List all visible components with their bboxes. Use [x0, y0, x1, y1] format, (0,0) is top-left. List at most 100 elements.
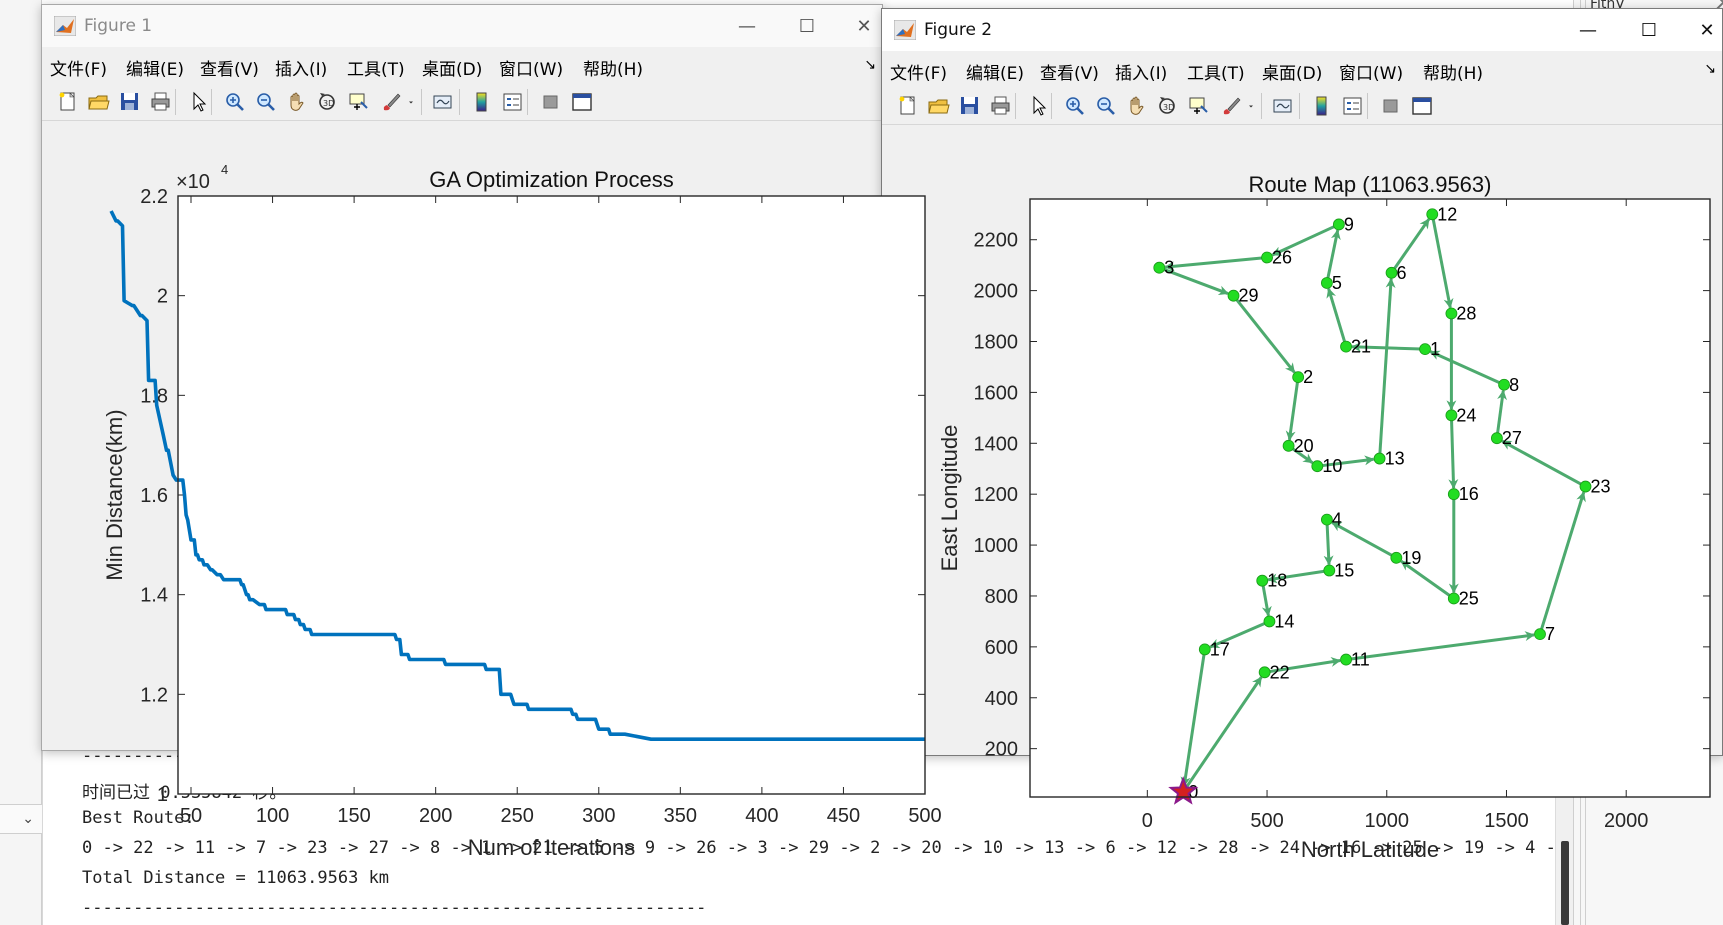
city-label: 29 — [1239, 286, 1259, 306]
scrollbar-thumb[interactable] — [1561, 841, 1569, 925]
zoom-in-icon[interactable] — [1063, 94, 1087, 118]
route-segment — [1351, 342, 1426, 353]
hide-tools-icon[interactable] — [539, 90, 563, 114]
y-tick-label: 1.6 — [140, 485, 168, 507]
menu-view[interactable]: 查看(V) — [200, 60, 259, 80]
hide-tools-icon[interactable] — [1379, 94, 1403, 118]
route-segment — [1390, 218, 1431, 274]
route-segment — [1325, 229, 1341, 284]
menu-file[interactable]: 文件(F) — [890, 64, 948, 84]
zoom-out-icon[interactable] — [254, 90, 278, 114]
toolbar-separator — [175, 89, 176, 115]
menu-tools[interactable]: 工具(T) — [1187, 64, 1245, 84]
city-label: 14 — [1274, 611, 1294, 631]
city-label: 25 — [1459, 589, 1479, 609]
figure-1-titlebar[interactable]: Figure 1 — ☐ ✕ — [42, 5, 882, 47]
menu-view[interactable]: 查看(V) — [1040, 64, 1099, 84]
city-label: 3 — [1164, 258, 1174, 278]
figure-2-titlebar[interactable]: Figure 2 — ☐ ✕ — [882, 9, 1722, 51]
legend-icon[interactable] — [1341, 94, 1365, 118]
dropdown-arrow-icon[interactable] — [405, 90, 417, 114]
open-file-icon[interactable] — [927, 94, 951, 118]
legend-icon[interactable] — [501, 90, 525, 114]
close-icon[interactable]: ✕ — [1699, 19, 1715, 41]
brush-icon[interactable] — [1220, 94, 1244, 118]
zoom-in-icon[interactable] — [223, 90, 247, 114]
console-route-text: 0 -> 22 -> 11 -> 7 -> 23 -> 27 -> 8 -> 1… — [82, 838, 1587, 858]
zoom-out-icon[interactable] — [1094, 94, 1118, 118]
data-cursor-icon[interactable] — [1187, 94, 1211, 118]
colorbar-icon[interactable] — [470, 90, 494, 114]
minimize-icon[interactable]: — — [1579, 19, 1597, 41]
menu-file[interactable]: 文件(F) — [50, 60, 108, 80]
chart-route-map: 0 500 1000 1500 2000200400600800100012001400… — [937, 172, 1711, 862]
print-icon[interactable] — [989, 94, 1013, 118]
chevron-down-icon[interactable]: ⌄ — [0, 804, 42, 834]
rotate-3d-icon[interactable]: 3D — [316, 90, 340, 114]
pan-hand-icon[interactable] — [285, 90, 309, 114]
open-file-icon[interactable] — [87, 90, 111, 114]
city-label: 4 — [1332, 510, 1342, 530]
print-icon[interactable] — [149, 90, 173, 114]
city-point — [1321, 513, 1333, 526]
plot-area-2 — [1030, 199, 1710, 797]
dock-figure-icon[interactable] — [1410, 94, 1434, 118]
menu-help[interactable]: 帮助(H) — [583, 60, 644, 80]
x-tick-label: 400 — [745, 805, 778, 827]
city-point — [1373, 452, 1386, 465]
data-cursor-icon[interactable] — [347, 90, 371, 114]
pointer-icon[interactable] — [187, 90, 211, 114]
city-point — [1323, 564, 1336, 577]
y-tick-label: 1400 — [974, 433, 1019, 455]
menubar-overflow-icon[interactable]: ↘ — [1704, 61, 1716, 77]
route-segment — [1264, 656, 1342, 674]
menu-window[interactable]: 窗口(W) — [1339, 64, 1404, 84]
toolbar-separator — [1051, 93, 1052, 119]
menu-edit[interactable]: 编辑(E) — [966, 64, 1025, 84]
menu-edit[interactable]: 编辑(E) — [126, 60, 185, 80]
route-segment — [1378, 277, 1396, 459]
link-plot-icon[interactable] — [431, 90, 455, 114]
link-plot-icon[interactable] — [1271, 94, 1295, 118]
menu-desktop[interactable]: 桌面(D) — [422, 60, 483, 80]
city-point — [1447, 488, 1460, 501]
menu-tools[interactable]: 工具(T) — [347, 60, 405, 80]
city-point — [1292, 371, 1305, 384]
chart-1-xlabel: Num of Iterations — [468, 835, 636, 860]
city-point — [1447, 592, 1460, 605]
y-tick-label: 1000 — [974, 535, 1019, 557]
menu-window[interactable]: 窗口(W) — [499, 60, 564, 80]
minimize-icon[interactable]: — — [738, 15, 756, 37]
pan-hand-icon[interactable] — [1125, 94, 1149, 118]
menubar-overflow-icon[interactable]: ↘ — [864, 57, 876, 73]
plot-frame-2 — [1029, 198, 1711, 798]
close-icon[interactable]: ✕ — [856, 15, 872, 37]
y-tick-label: 2200 — [974, 230, 1019, 252]
toolbar-separator — [1367, 93, 1368, 119]
menu-help[interactable]: 帮助(H) — [1423, 64, 1484, 84]
colorbar-icon[interactable] — [1310, 94, 1334, 118]
maximize-icon[interactable]: ☐ — [798, 15, 816, 37]
route-segment — [1501, 439, 1587, 488]
save-icon[interactable] — [958, 94, 982, 118]
menu-desktop[interactable]: 桌面(D) — [1262, 64, 1323, 84]
brush-icon[interactable] — [380, 90, 404, 114]
dropdown-arrow-icon[interactable] — [1245, 94, 1257, 118]
save-icon[interactable] — [118, 90, 142, 114]
pointer-icon[interactable] — [1027, 94, 1051, 118]
menu-insert[interactable]: 插入(I) — [275, 60, 328, 80]
dock-figure-icon[interactable] — [570, 90, 594, 114]
city-point — [1332, 218, 1345, 231]
route-segment — [1267, 569, 1330, 584]
series-line-min-distance — [109, 210, 925, 742]
new-figure-icon[interactable] — [56, 90, 80, 114]
plot-area-1 — [178, 196, 925, 794]
rotate-3d-icon[interactable]: 3D — [1156, 94, 1180, 118]
route-segment — [1538, 491, 1586, 635]
city-point — [1311, 460, 1324, 473]
route-segment — [1181, 676, 1263, 793]
route-segment — [1232, 294, 1296, 374]
new-figure-icon[interactable] — [896, 94, 920, 118]
maximize-icon[interactable]: ☐ — [1640, 19, 1658, 41]
menu-insert[interactable]: 插入(I) — [1115, 64, 1168, 84]
